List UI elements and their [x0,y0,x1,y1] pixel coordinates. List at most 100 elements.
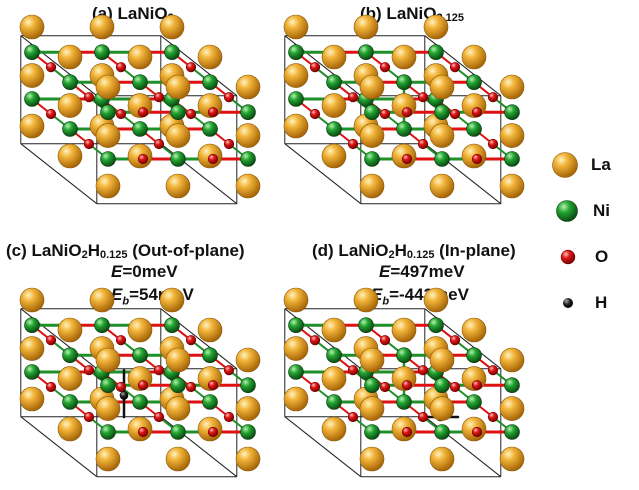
la-atom [235,173,261,199]
la-atom [391,317,417,343]
ni-atom [94,317,110,334]
la-atom-icon [552,152,578,178]
ni-atom [504,151,520,167]
la-atom [95,396,121,421]
o-atom [487,92,499,103]
structure-panel-d [283,287,525,478]
panel-c-energy: E=0meV [111,262,178,281]
ni-atom [240,104,256,120]
o-atom [471,107,483,118]
la-atom [235,123,261,148]
la-atom [89,14,115,40]
ni-atom [100,104,116,120]
la-atom [127,44,153,70]
panel-b-title: (b) LaNiO2.125 [360,4,465,24]
o-atom [115,62,127,73]
ni-atom [94,44,110,61]
ni-atom [364,424,380,440]
ni-atom [62,121,78,137]
la-atom [19,113,45,139]
la-atom [95,123,121,148]
o-atom [83,411,95,423]
ni-atom [364,151,380,167]
o-atom [379,335,391,346]
o-atom [45,381,57,393]
ni-atom [396,394,412,410]
la-atom [165,173,191,199]
o-atom [309,108,321,120]
ni-atom [504,104,520,120]
la-atom [321,366,347,391]
la-atom [423,287,449,313]
ni-atom [100,377,116,394]
ni-atom [288,317,304,334]
la-atom [19,287,45,313]
la-atom [499,123,525,148]
la-atom [57,416,83,442]
ni-atom [434,424,450,440]
o-atom [401,380,413,391]
la-atom [429,396,455,421]
ni-atom [164,44,180,61]
la-atom [95,173,121,199]
o-atom [153,365,165,376]
la-atom [283,63,309,88]
la-atom [19,386,45,412]
la-atom [95,347,121,373]
la-atom [57,317,83,343]
o-atom [379,62,391,73]
ni-atom [428,44,444,61]
la-atom [235,446,261,472]
structure-panel-b [283,14,525,205]
la-atom [429,446,455,472]
o-atom [223,92,235,103]
o-atom [487,138,499,150]
la-atom [57,366,83,391]
o-atom [417,138,429,150]
o-atom [115,335,127,346]
structure-panel-c [19,287,261,478]
ni-atom [240,424,256,440]
o-atom [223,138,235,150]
ni-atom-icon [556,200,578,222]
ni-atom [396,74,412,90]
ni-atom [100,424,116,440]
la-atom [57,93,83,118]
la-atom [89,287,115,313]
ni-atom [132,394,148,410]
la-atom [283,287,309,313]
la-atom [165,446,191,472]
ni-atom [504,377,520,394]
la-atom [321,317,347,343]
la-atom [57,143,83,169]
la-atom [321,44,347,70]
o-atom [309,62,321,73]
o-atom [83,92,95,103]
o-atom [471,153,483,165]
ni-atom [466,394,482,410]
ni-atom [326,347,342,364]
o-atom [449,108,461,120]
ni-atom [170,104,186,120]
ni-atom [202,74,218,90]
o-atom [449,62,461,73]
la-atom [353,14,379,40]
o-atom [347,92,359,103]
ni-atom [434,377,450,394]
ni-atom [288,91,304,107]
o-atom [83,138,95,150]
ni-atom [24,44,40,61]
ni-atom [396,121,412,137]
ni-atom [358,317,374,334]
ni-atom [202,347,218,364]
structure-panel-a [19,14,261,205]
o-atom [309,381,321,393]
panel-d-title: (d) LaNiO2H0.125 (In-plane) [312,241,516,261]
ni-atom [62,74,78,90]
ni-atom [396,347,412,364]
ni-atom [326,74,342,90]
o-atom [153,92,165,103]
ni-atom [364,377,380,394]
cell-edge [284,143,362,205]
la-atom [127,317,153,343]
